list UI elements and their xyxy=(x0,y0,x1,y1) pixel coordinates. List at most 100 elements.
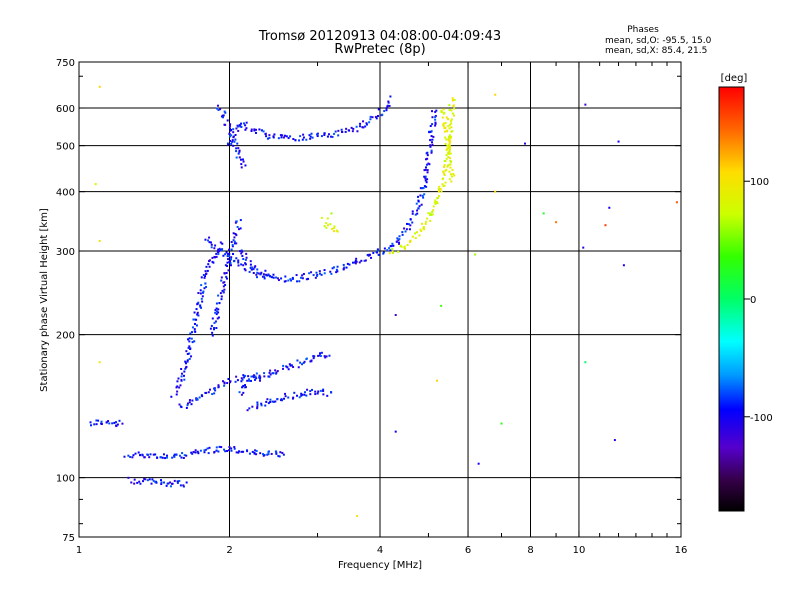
data-point xyxy=(320,273,323,276)
data-point xyxy=(449,137,452,140)
data-point xyxy=(443,165,446,168)
data-point xyxy=(333,225,336,228)
data-point xyxy=(369,118,372,121)
data-point xyxy=(298,139,301,142)
data-point xyxy=(318,270,321,273)
data-point xyxy=(188,399,191,402)
data-point xyxy=(430,151,433,154)
data-point xyxy=(265,400,268,403)
data-point xyxy=(422,196,425,199)
data-point xyxy=(241,378,244,381)
data-point xyxy=(313,355,316,358)
data-point xyxy=(239,227,242,230)
data-point xyxy=(425,185,428,188)
data-point xyxy=(555,221,558,224)
colorbar-tick-label: 0 xyxy=(750,295,756,306)
data-point xyxy=(223,448,226,451)
data-point xyxy=(437,190,440,193)
data-point xyxy=(238,149,241,152)
data-point xyxy=(211,334,214,337)
data-point xyxy=(237,259,240,262)
data-point xyxy=(116,423,119,426)
data-point xyxy=(250,268,253,271)
data-point xyxy=(409,224,412,227)
data-point xyxy=(217,450,220,453)
data-point xyxy=(235,234,238,237)
data-point xyxy=(262,130,265,133)
data-point xyxy=(160,481,163,484)
data-point xyxy=(165,454,168,457)
x-axis-label: Frequency [MHz] xyxy=(338,560,422,571)
data-point xyxy=(405,228,408,231)
data-point xyxy=(187,338,190,341)
phases-heading: Phases xyxy=(627,25,659,35)
data-point xyxy=(199,292,202,295)
data-point xyxy=(237,264,240,267)
data-point xyxy=(453,174,456,177)
data-point xyxy=(225,277,228,280)
data-point xyxy=(231,245,234,248)
data-point xyxy=(434,199,437,202)
data-point xyxy=(224,450,227,453)
data-point xyxy=(242,160,245,163)
data-point xyxy=(385,109,388,112)
data-point xyxy=(203,451,206,454)
data-point xyxy=(248,407,251,410)
data-point xyxy=(333,226,336,229)
data-point xyxy=(240,163,243,166)
x-axis-ticks: 1 2 4 6 8 10 16 xyxy=(76,62,687,556)
data-point xyxy=(243,268,246,271)
data-point xyxy=(269,373,272,376)
data-point xyxy=(424,222,427,225)
data-point xyxy=(416,212,419,215)
data-point xyxy=(414,213,417,216)
data-point xyxy=(165,484,168,487)
phases-o-stats: mean, sd,O: -95.5, 15.0 xyxy=(605,36,712,46)
data-point xyxy=(192,318,195,321)
data-point xyxy=(336,265,339,268)
data-point xyxy=(195,324,198,327)
y-tick-label: 600 xyxy=(56,104,75,115)
data-point xyxy=(275,276,278,279)
data-point xyxy=(175,393,178,396)
data-point xyxy=(183,370,186,373)
data-point xyxy=(341,131,344,134)
data-point xyxy=(216,104,219,107)
chart-title: Tromsø 20120913 04:08:00-04:09:43 xyxy=(258,29,501,44)
data-point xyxy=(233,140,236,143)
data-point xyxy=(204,238,207,241)
data-point xyxy=(235,150,238,153)
data-point xyxy=(173,453,176,456)
data-point xyxy=(428,213,431,216)
data-point xyxy=(238,150,241,153)
data-point xyxy=(296,359,299,362)
data-point xyxy=(292,366,295,369)
y-tick-label: 300 xyxy=(56,247,75,258)
data-point xyxy=(185,406,188,409)
data-point xyxy=(284,392,287,395)
data-point xyxy=(279,399,282,402)
data-point xyxy=(524,142,527,145)
data-point xyxy=(143,456,146,459)
data-point xyxy=(433,201,436,204)
data-point xyxy=(214,256,217,259)
data-point xyxy=(423,169,426,172)
data-point xyxy=(430,141,433,144)
data-point xyxy=(254,265,257,268)
data-point xyxy=(422,225,425,228)
data-point xyxy=(332,230,335,233)
data-point xyxy=(381,113,384,116)
data-point xyxy=(179,484,182,487)
data-point xyxy=(289,364,292,367)
data-point xyxy=(430,135,433,138)
data-point xyxy=(197,292,200,295)
data-point xyxy=(141,453,144,456)
data-point xyxy=(448,145,451,148)
data-point xyxy=(206,447,209,450)
data-point xyxy=(435,379,438,382)
data-point xyxy=(448,123,451,126)
data-point xyxy=(156,456,159,459)
data-point xyxy=(267,451,270,454)
data-point xyxy=(139,482,142,485)
data-point xyxy=(283,397,286,400)
